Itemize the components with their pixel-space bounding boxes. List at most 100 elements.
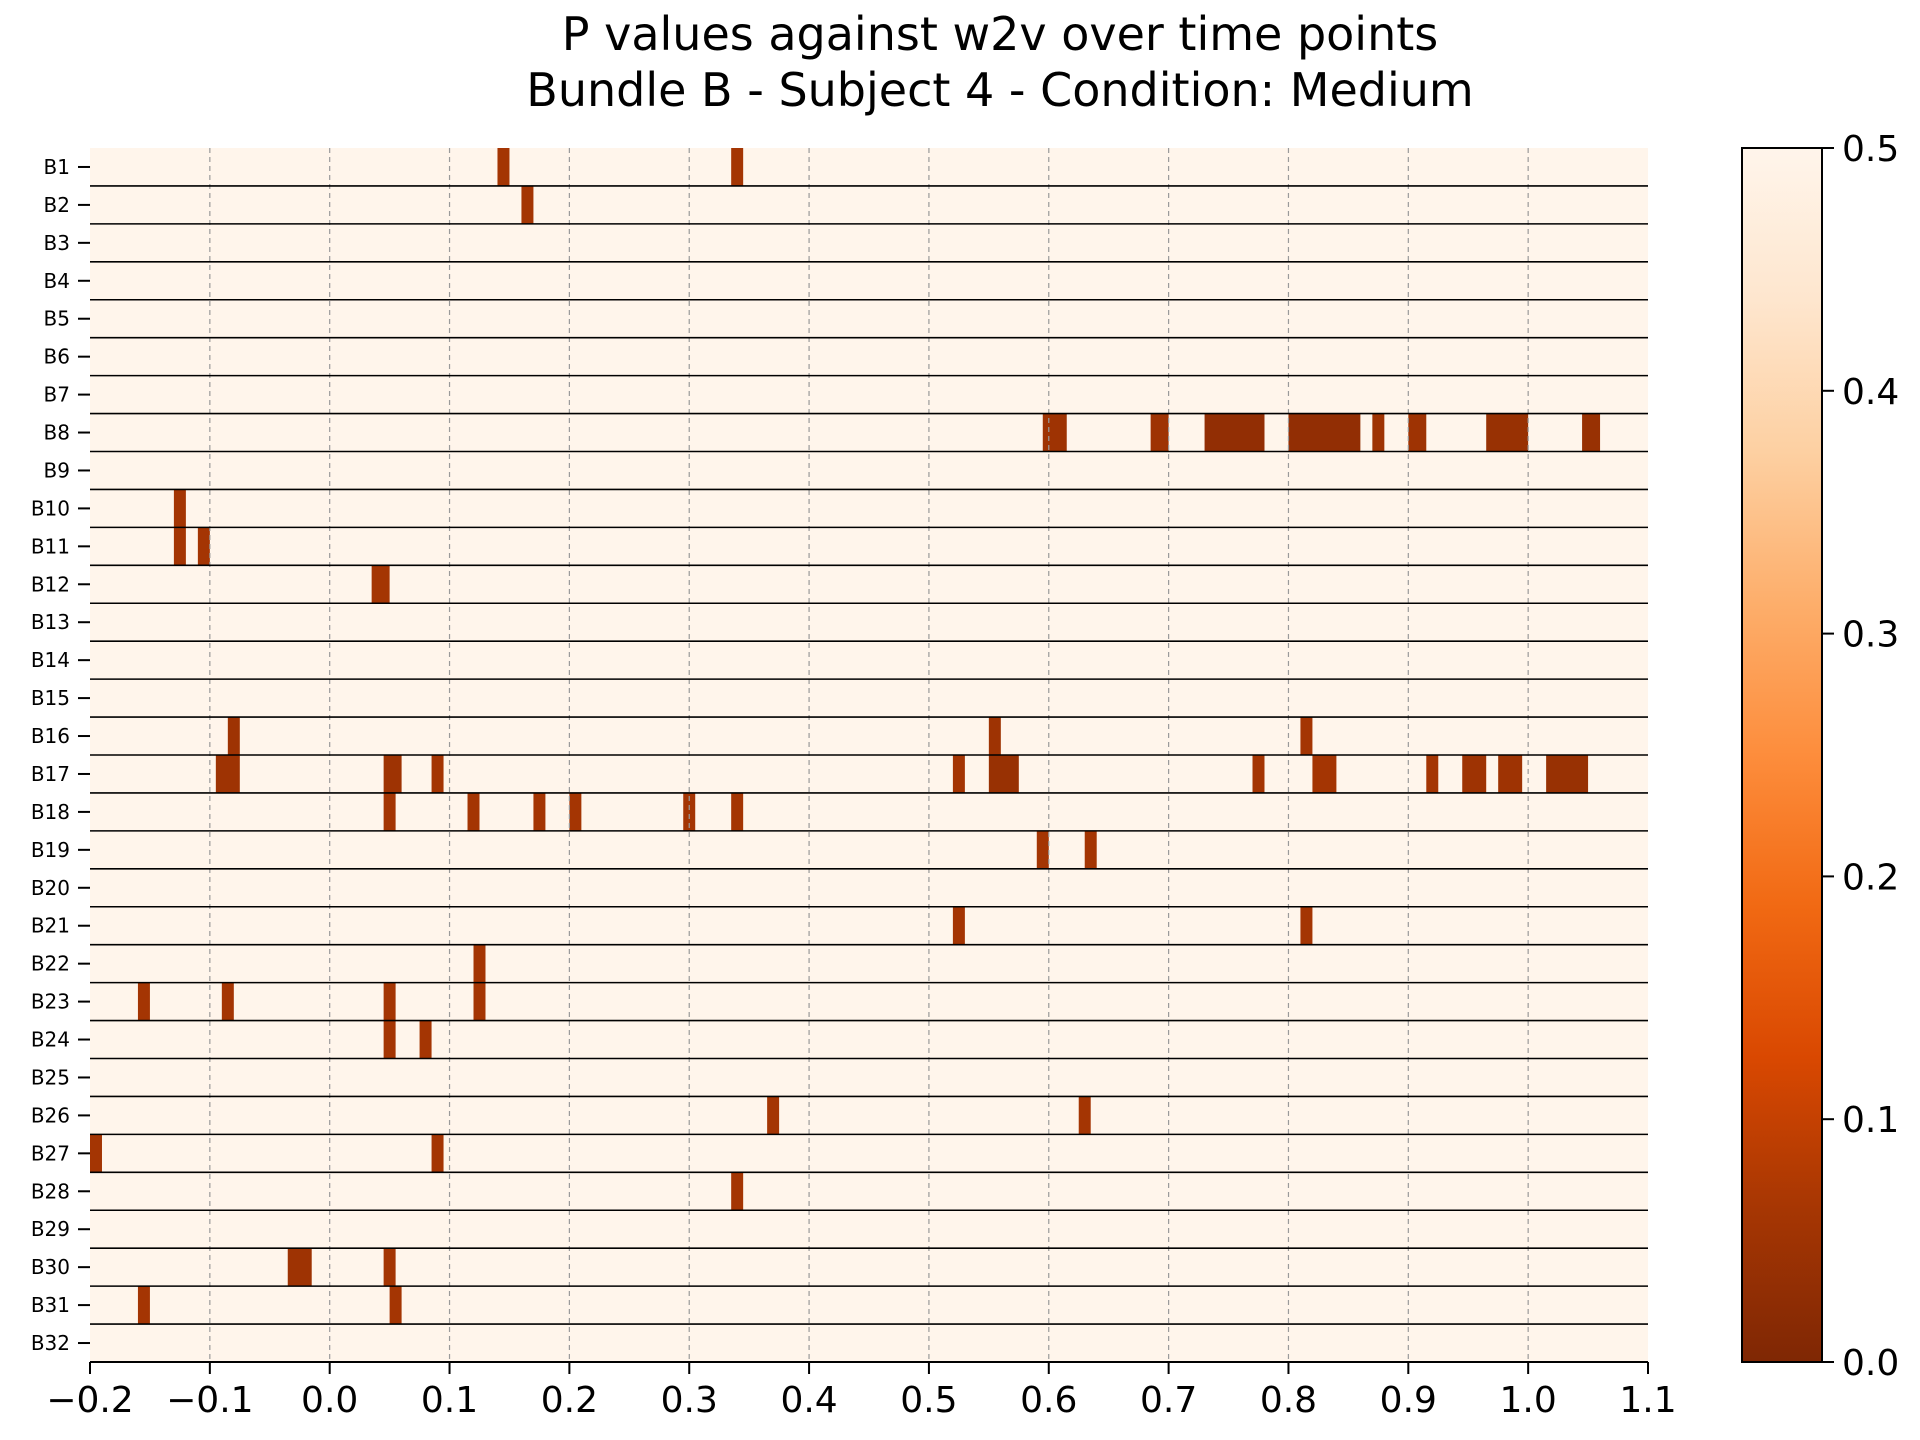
x-tick-label: 0.1: [421, 1380, 478, 1421]
heatmap-cell-b27: [431, 1134, 444, 1173]
heatmap-cell-b24: [419, 1020, 432, 1059]
y-tick-label: B11: [31, 534, 70, 558]
y-tick-label: B10: [31, 496, 70, 520]
x-tick-label: 0.6: [1020, 1380, 1077, 1421]
heatmap-cell-b19: [1084, 830, 1097, 869]
heatmap-cell-b2: [521, 185, 534, 224]
y-tick-label: B16: [31, 724, 70, 748]
heatmap-cell-b1: [497, 148, 510, 186]
heatmap-cell-b8: [1042, 413, 1067, 452]
heatmap-cell-b22: [473, 944, 486, 983]
colorbar-tick-label: 0.0: [1842, 1343, 1899, 1384]
heatmap-cell-b10: [173, 489, 186, 528]
x-tick-label: 0.2: [541, 1380, 598, 1421]
colorbar-gradient: [1741, 147, 1823, 1363]
heatmap-cell-b28: [731, 1172, 744, 1211]
colorbar-tick-label: 0.4: [1842, 372, 1899, 413]
heatmap-cell-b17: [1252, 755, 1265, 793]
y-tick-label: B3: [44, 231, 70, 255]
y-tick-label: B25: [31, 1065, 70, 1089]
y-tick-label: B15: [31, 686, 70, 710]
heatmap-cell-b31: [389, 1286, 402, 1325]
y-tick-label: B21: [31, 914, 70, 938]
y-tick-label: B17: [31, 762, 70, 786]
heatmap-cell-b17: [1546, 755, 1589, 793]
y-tick-label: B5: [44, 307, 70, 331]
heatmap-cell-b23: [383, 982, 396, 1021]
y-tick-label: B4: [44, 269, 70, 293]
heatmap-cell-b26: [767, 1096, 780, 1135]
y-tick-label: B28: [31, 1179, 70, 1203]
heatmap-cell-b16: [988, 717, 1001, 755]
heatmap-cell-b17: [1462, 755, 1487, 793]
heatmap-cell-b23: [221, 982, 234, 1021]
y-tick-label: B24: [31, 1028, 70, 1052]
heatmap-cell-b17: [1312, 755, 1337, 793]
heatmap-cell-b24: [383, 1020, 396, 1059]
y-tick-label: B2: [44, 193, 70, 217]
chart-title-line1: P values against w2v over time points: [562, 7, 1439, 61]
colorbar: 0.0 0.1 0.2 0.3 0.4 0.5: [1741, 129, 1899, 1384]
x-tick-label: 0.7: [1140, 1380, 1197, 1421]
colorbar-tick-label: 0.1: [1842, 1100, 1899, 1141]
heatmap-cell-b11: [173, 527, 186, 566]
heatmap-cell-b8: [1204, 413, 1265, 452]
heatmap-cell-b21: [1300, 906, 1313, 945]
x-tick-label: 0.5: [900, 1380, 957, 1421]
heatmap-cell-b19: [1036, 830, 1049, 869]
y-tick-label: B1: [44, 155, 70, 179]
y-tick-label: B9: [44, 458, 70, 482]
x-tick-label: −0.2: [46, 1380, 133, 1421]
y-tick-label: B26: [31, 1103, 70, 1127]
x-tick-label: 0.4: [780, 1380, 837, 1421]
colorbar-tick-label: 0.3: [1842, 615, 1899, 656]
heatmap-cell-b18: [533, 792, 546, 831]
x-tick-label: 0.8: [1260, 1380, 1317, 1421]
heatmap-cell-b17: [215, 755, 240, 793]
heatmap-cell-b18: [683, 792, 696, 831]
heatmap-cell-b16: [1300, 717, 1313, 755]
y-tick-label: B30: [31, 1255, 70, 1279]
x-axis: −0.2 −0.1 0.0 0.1 0.2 0.3 0.4 0.5 0.6 0.7 0.8 0.9 1.…: [46, 1361, 1677, 1421]
heatmap-cell-b16: [227, 717, 240, 755]
heatmap-cell-b23: [137, 982, 150, 1021]
heatmap-cell-b8: [1408, 413, 1427, 452]
heatmap-cell-b18: [731, 792, 744, 831]
heatmap-cell-b18: [383, 792, 396, 831]
heatmap-cell-b17: [1426, 755, 1439, 793]
colorbar-tick-label: 0.5: [1842, 129, 1899, 170]
heatmap-cell-b30: [287, 1248, 312, 1287]
heatmap-cell-b11: [197, 527, 210, 566]
chart-title-line2: Bundle B - Subject 4 - Condition: Medium: [526, 63, 1473, 117]
heatmap-cell-b8: [1288, 413, 1361, 452]
y-tick-label: B13: [31, 610, 70, 634]
y-tick-label: B19: [31, 838, 70, 862]
y-tick-label: B7: [44, 383, 70, 407]
y-tick-label: B14: [31, 648, 70, 672]
y-tick-label: B12: [31, 572, 70, 596]
heatmap-cell-b26: [1078, 1096, 1091, 1135]
y-tick-label: B32: [31, 1331, 70, 1355]
heatmap-cell-b17: [383, 755, 402, 793]
heatmap-cell-b17: [952, 755, 965, 793]
y-tick-label: B31: [31, 1293, 70, 1317]
heatmap-cell-b17: [988, 755, 1019, 793]
x-tick-label: −0.1: [166, 1380, 253, 1421]
heatmap-cell-b23: [473, 982, 486, 1021]
heatmap-cell-b18: [467, 792, 480, 831]
x-tick-label: 0.3: [661, 1380, 718, 1421]
heatmap-cell-b30: [383, 1248, 396, 1287]
y-tick-label: B8: [44, 421, 70, 445]
heatmap-cell-b18: [569, 792, 582, 831]
y-tick-label: B20: [31, 876, 70, 900]
y-tick-label: B6: [44, 345, 70, 369]
heatmap-cell-b21: [952, 906, 965, 945]
heatmap-cell-b8: [1372, 413, 1385, 452]
heatmap-cell-b12: [371, 565, 390, 604]
colorbar-tick-label: 0.2: [1842, 857, 1899, 898]
y-tick-label: B27: [31, 1141, 70, 1165]
x-tick-label: 0.0: [301, 1380, 358, 1421]
y-tick-label: B29: [31, 1217, 70, 1241]
row-separators: [90, 185, 1648, 1363]
